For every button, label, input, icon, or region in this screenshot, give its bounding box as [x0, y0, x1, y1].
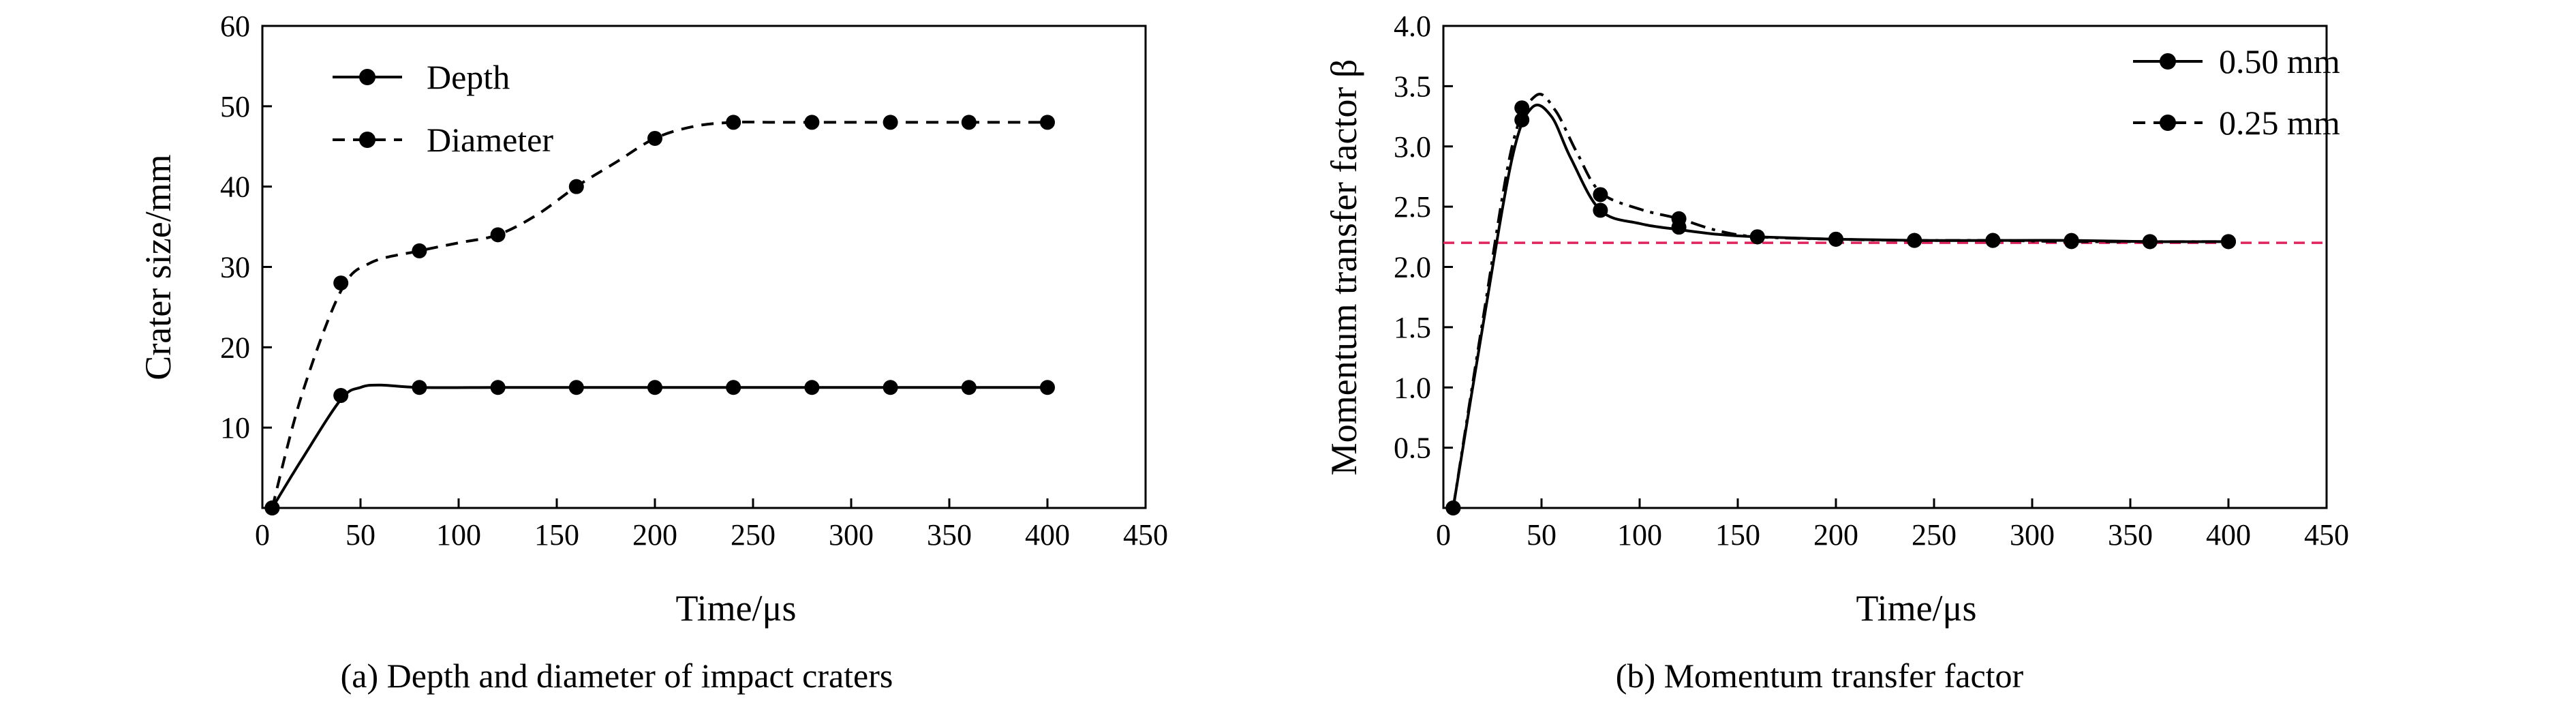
- legend-marker-050mm: [2160, 53, 2176, 70]
- x-tick-label: 450: [1123, 518, 1168, 552]
- x-axis-label-b: Time/μs: [1856, 588, 1976, 629]
- legend-a: Depth Diameter: [333, 58, 553, 159]
- x-tick-label: 0: [255, 518, 270, 552]
- y-tick-label: 3.0: [1394, 130, 1431, 164]
- data-point: [1040, 380, 1055, 395]
- x-axis-label-a: Time/μs: [675, 588, 796, 629]
- data-point: [647, 380, 662, 395]
- data-point: [804, 380, 820, 395]
- x-tick-label: 250: [731, 518, 776, 552]
- data-point: [1749, 229, 1765, 245]
- series-line-diameter: [271, 120, 1047, 509]
- data-point: [1514, 100, 1530, 116]
- data-point: [1828, 231, 1843, 247]
- series-line-depth: [271, 383, 1047, 509]
- y-tick-label: 60: [220, 10, 250, 43]
- data-point: [412, 243, 427, 258]
- data-point: [490, 227, 506, 243]
- legend-label-025mm: 0.25 mm: [2219, 104, 2340, 142]
- data-point: [333, 275, 349, 291]
- data-point: [726, 380, 741, 395]
- y-tick-label: 2.0: [1394, 251, 1431, 284]
- data-point: [490, 380, 506, 395]
- data-point: [961, 380, 977, 395]
- data-point: [264, 500, 280, 515]
- x-tick-label: 150: [534, 518, 579, 552]
- x-tick-label: 400: [1025, 518, 1070, 552]
- y-axis-ticks-a: 10 20 30 40 50 60: [220, 10, 272, 445]
- y-axis-label-a: Crater size/mm: [138, 154, 179, 380]
- data-point: [2221, 234, 2236, 250]
- data-point: [726, 115, 741, 130]
- x-tick-label: 150: [1715, 518, 1760, 552]
- series-line-0-50-mm: [1452, 104, 2229, 509]
- data-point: [2142, 234, 2158, 250]
- x-tick-label: 200: [1813, 518, 1858, 552]
- data-point: [568, 179, 584, 194]
- legend-b: 0.50 mm 0.25 mm: [2133, 42, 2340, 142]
- data-point: [1593, 187, 1608, 202]
- y-tick-label: 30: [220, 251, 250, 284]
- data-point: [333, 388, 349, 404]
- x-tick-label: 250: [1912, 518, 1957, 552]
- x-tick-label: 350: [2108, 518, 2153, 552]
- x-tick-label: 400: [2206, 518, 2251, 552]
- x-tick-label: 0: [1436, 518, 1451, 552]
- y-tick-label: 40: [220, 170, 250, 204]
- x-tick-label: 300: [2010, 518, 2055, 552]
- data-point: [2064, 234, 2079, 250]
- y-tick-label: 2.5: [1394, 190, 1431, 224]
- data-point: [412, 380, 427, 395]
- data-point: [961, 115, 977, 130]
- legend-label-diameter: Diameter: [427, 121, 553, 159]
- x-tick-label: 100: [1617, 518, 1662, 552]
- data-point: [1671, 211, 1687, 226]
- data-point: [883, 380, 898, 395]
- plot-frame-a: [261, 25, 1147, 509]
- legend-marker-025mm: [2160, 115, 2176, 131]
- x-tick-label: 200: [632, 518, 677, 552]
- y-axis-label-b: Momentum transfer factor β: [1323, 59, 1364, 476]
- legend-label-050mm: 0.50 mm: [2219, 42, 2340, 80]
- y-tick-label: 20: [220, 331, 250, 364]
- x-tick-label: 50: [346, 518, 375, 552]
- x-tick-label: 450: [2304, 518, 2349, 552]
- data-point: [647, 130, 662, 146]
- x-axis-ticks-a: 0 50 100 150 200 250 300 350 400 450: [255, 498, 1168, 552]
- data-point: [804, 115, 820, 130]
- y-tick-label: 50: [220, 90, 250, 123]
- x-tick-label: 300: [829, 518, 874, 552]
- y-tick-label: 10: [220, 411, 250, 445]
- caption-a: (a) Depth and diameter of impact craters: [341, 657, 893, 695]
- data-point: [1985, 232, 2001, 248]
- x-axis-ticks-b: 0 50 100 150 200 250 300 350 400 450: [1436, 498, 2349, 552]
- data-point: [1593, 202, 1608, 218]
- series-group-b: [1445, 93, 2236, 515]
- y-tick-label: 3.5: [1394, 70, 1431, 103]
- y-tick-label: 1.0: [1394, 371, 1431, 404]
- panel-b-momentum-transfer: 0 50 100 150 200 250 300 350 400 450 0.5 1.0 1.5 2.0…: [1323, 10, 2349, 695]
- data-point: [883, 115, 898, 130]
- series-line-0-25-mm: [1452, 93, 2228, 509]
- y-axis-ticks-b: 0.5 1.0 1.5 2.0 2.5 3.0 3.5 4.0: [1394, 10, 1453, 465]
- caption-b: (b) Momentum transfer factor: [1616, 657, 2024, 695]
- x-tick-label: 50: [1527, 518, 1557, 552]
- legend-marker-depth: [359, 69, 375, 85]
- legend-label-depth: Depth: [427, 58, 510, 96]
- y-tick-label: 1.5: [1394, 311, 1431, 344]
- series-group-a: [264, 115, 1055, 515]
- legend-marker-diameter: [359, 132, 375, 148]
- data-point: [568, 380, 584, 395]
- data-point: [1445, 500, 1461, 515]
- y-tick-label: 4.0: [1394, 10, 1431, 43]
- panel-a-depth-diameter: 0 50 100 150 200 250 300 350 400 450 10 20 30 40 50 60…: [138, 10, 1168, 695]
- data-point: [1040, 115, 1055, 130]
- y-tick-label: 0.5: [1394, 432, 1431, 465]
- x-tick-label: 100: [436, 518, 481, 552]
- data-point: [1907, 232, 1922, 248]
- plot-frame-b: [1442, 25, 2328, 509]
- x-tick-label: 350: [927, 518, 972, 552]
